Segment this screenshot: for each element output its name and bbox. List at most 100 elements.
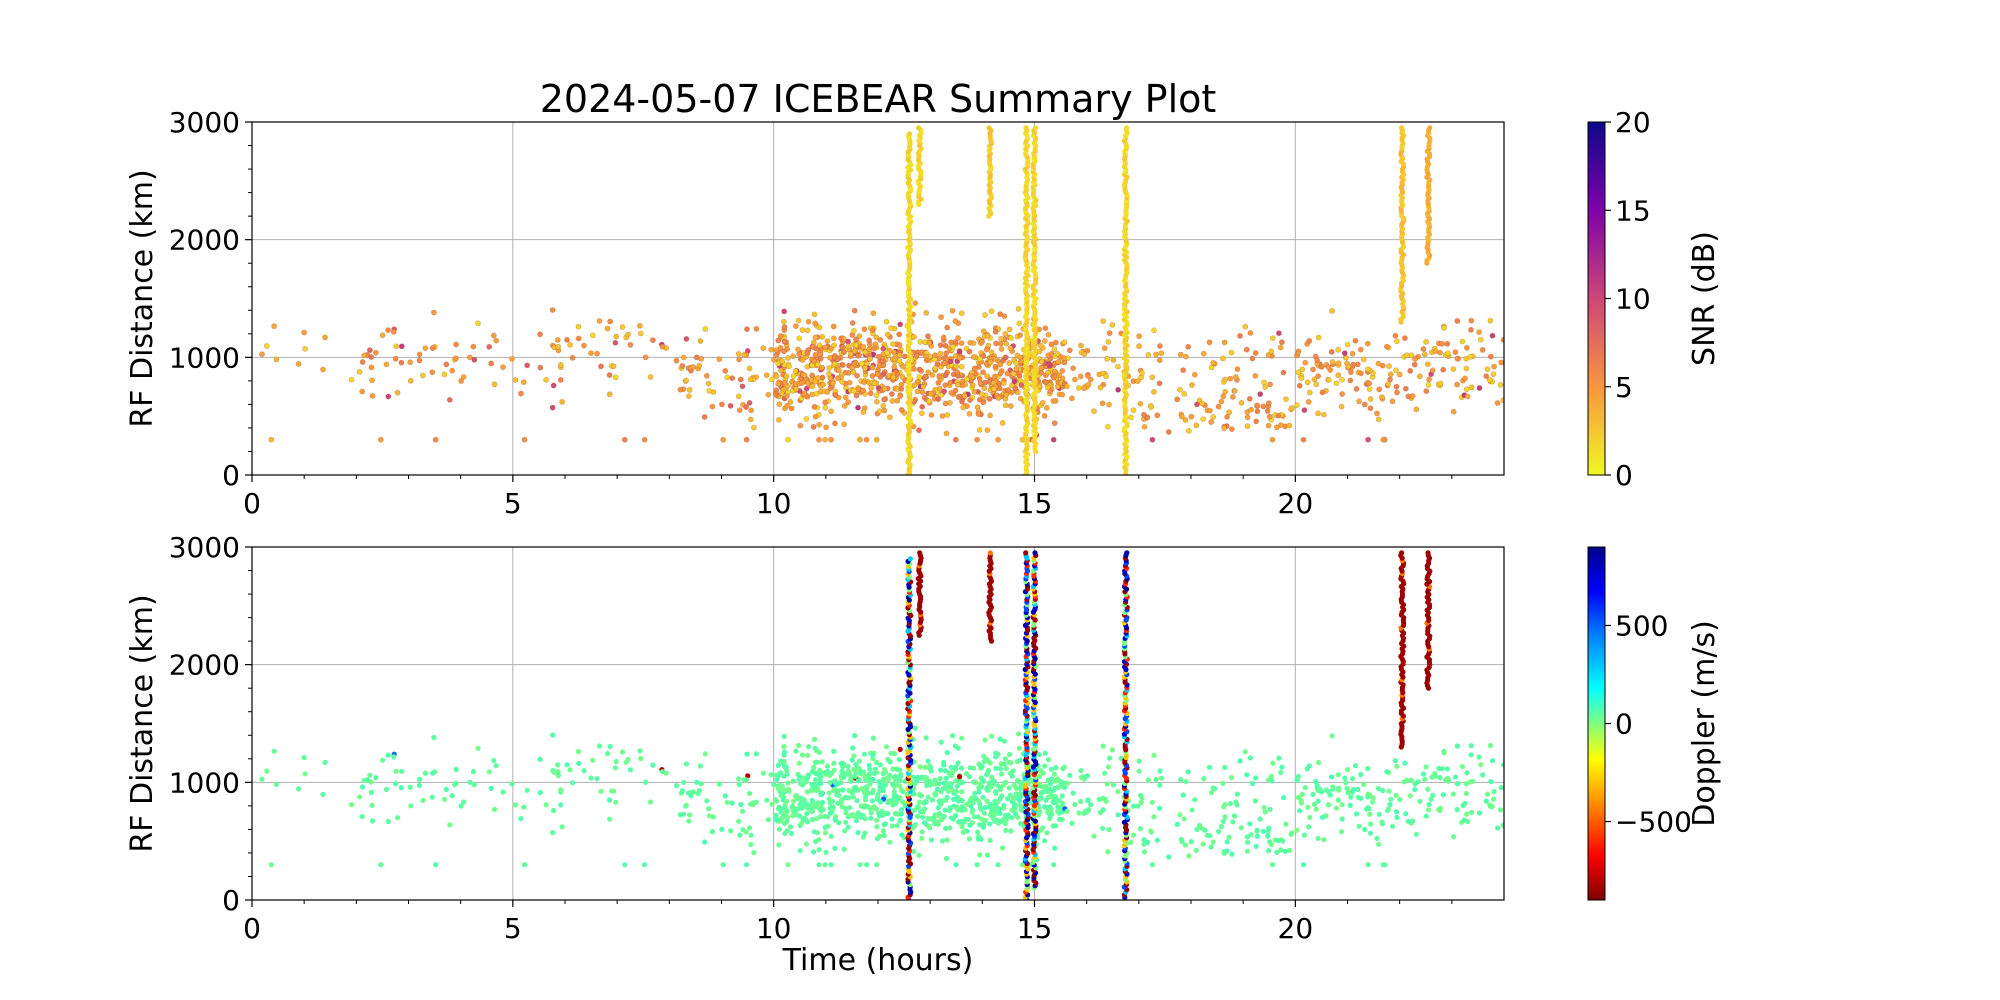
- scatter-point: [802, 797, 808, 803]
- scatter-point: [920, 383, 927, 390]
- scatter-point: [524, 362, 531, 369]
- scatter-point: [812, 745, 818, 751]
- scatter-point: [322, 334, 328, 341]
- scatter-point: [395, 815, 401, 821]
- scatter-point: [943, 797, 949, 803]
- scatter-point: [811, 311, 818, 318]
- scatter-point: [1413, 406, 1420, 413]
- colorbar-tick-label: 0: [1615, 459, 1633, 492]
- scatter-point: [383, 361, 390, 368]
- scatter-point: [857, 436, 863, 443]
- scatter-point: [1185, 769, 1191, 775]
- scatter-point: [1182, 842, 1189, 848]
- streak-point: [1023, 125, 1029, 131]
- scatter-point: [911, 382, 918, 388]
- scatter-point: [1269, 862, 1276, 868]
- scatter-point: [822, 399, 828, 406]
- scatter-point: [1010, 370, 1017, 377]
- scatter-point: [1045, 369, 1052, 376]
- scatter-point: [736, 776, 742, 782]
- scatter-point: [804, 350, 811, 357]
- scatter-point: [1245, 839, 1251, 845]
- scatter-point: [1201, 776, 1207, 782]
- scatter-point: [1186, 427, 1192, 434]
- scatter-point: [1016, 731, 1022, 737]
- scatter-point: [793, 811, 799, 817]
- scatter-point: [856, 758, 863, 764]
- scatter-point: [845, 768, 852, 775]
- scatter-point: [952, 318, 959, 324]
- scatter-point: [937, 811, 943, 817]
- scatter-point: [551, 807, 557, 814]
- scatter-point: [1181, 816, 1187, 822]
- scatter-point: [935, 821, 941, 827]
- scatter-point: [1367, 811, 1373, 817]
- scatter-point: [1464, 344, 1470, 351]
- scatter-point: [984, 798, 990, 804]
- scatter-point: [914, 388, 921, 395]
- scatter-point: [1374, 410, 1380, 417]
- scatter-point: [520, 379, 527, 385]
- scatter-point: [800, 782, 806, 788]
- scatter-point: [890, 374, 897, 381]
- scatter-point: [851, 307, 858, 314]
- scatter-point: [811, 849, 817, 855]
- scatter-point: [877, 833, 883, 839]
- scatter-point: [922, 353, 929, 360]
- scatter-point: [1230, 393, 1236, 400]
- scatter-point: [881, 822, 887, 828]
- scatter-point: [1383, 343, 1390, 350]
- scatter-point: [801, 390, 808, 397]
- scatter-point: [957, 774, 963, 780]
- scatter-point: [744, 862, 750, 868]
- data-points: [259, 125, 1504, 475]
- scatter-point: [441, 796, 447, 803]
- scatter-point: [796, 742, 802, 749]
- scatter-point: [849, 320, 856, 326]
- scatter-point: [1338, 403, 1345, 410]
- scatter-point: [992, 798, 998, 805]
- scatter-point: [1315, 334, 1322, 341]
- scatter-point: [1265, 422, 1272, 429]
- x-tick-label: 5: [504, 487, 522, 520]
- scatter-point: [939, 838, 946, 844]
- scatter-point: [1148, 404, 1155, 410]
- scatter-point: [834, 781, 841, 787]
- scatter-point: [948, 783, 954, 790]
- scatter-point: [612, 374, 619, 381]
- scatter-point: [1299, 366, 1306, 373]
- scatter-point: [926, 398, 932, 404]
- scatter-point: [959, 824, 965, 830]
- scatter-point: [392, 355, 399, 362]
- scatter-point: [839, 804, 845, 810]
- scatter-point: [1139, 370, 1145, 376]
- scatter-point: [1402, 760, 1408, 766]
- scatter-point: [610, 363, 617, 370]
- scatter-point: [1228, 349, 1235, 356]
- scatter-point: [955, 760, 961, 766]
- scatter-point: [873, 334, 880, 341]
- scatter-point: [1084, 372, 1091, 379]
- scatter-point: [1437, 380, 1444, 387]
- scatter-point: [860, 343, 867, 350]
- scatter-point: [1052, 793, 1058, 799]
- scatter-point: [1405, 393, 1412, 400]
- scatter-point: [659, 769, 666, 775]
- scatter-point: [491, 757, 497, 764]
- scatter-point: [827, 385, 834, 392]
- scatter-point: [1210, 785, 1216, 791]
- scatter-point: [588, 775, 594, 781]
- scatter-point: [871, 770, 877, 776]
- scatter-point: [1110, 782, 1116, 788]
- scatter-point: [988, 784, 994, 790]
- scatter-point: [1110, 356, 1117, 363]
- scatter-point: [1339, 391, 1346, 397]
- streak-point: [987, 550, 993, 556]
- scatter-point: [1300, 436, 1307, 443]
- scatter-point: [1304, 379, 1311, 386]
- scatter-point: [724, 799, 730, 806]
- scatter-point: [832, 817, 838, 823]
- scatter-point: [845, 824, 851, 830]
- scatter-point: [679, 362, 686, 369]
- scatter-point: [962, 818, 968, 824]
